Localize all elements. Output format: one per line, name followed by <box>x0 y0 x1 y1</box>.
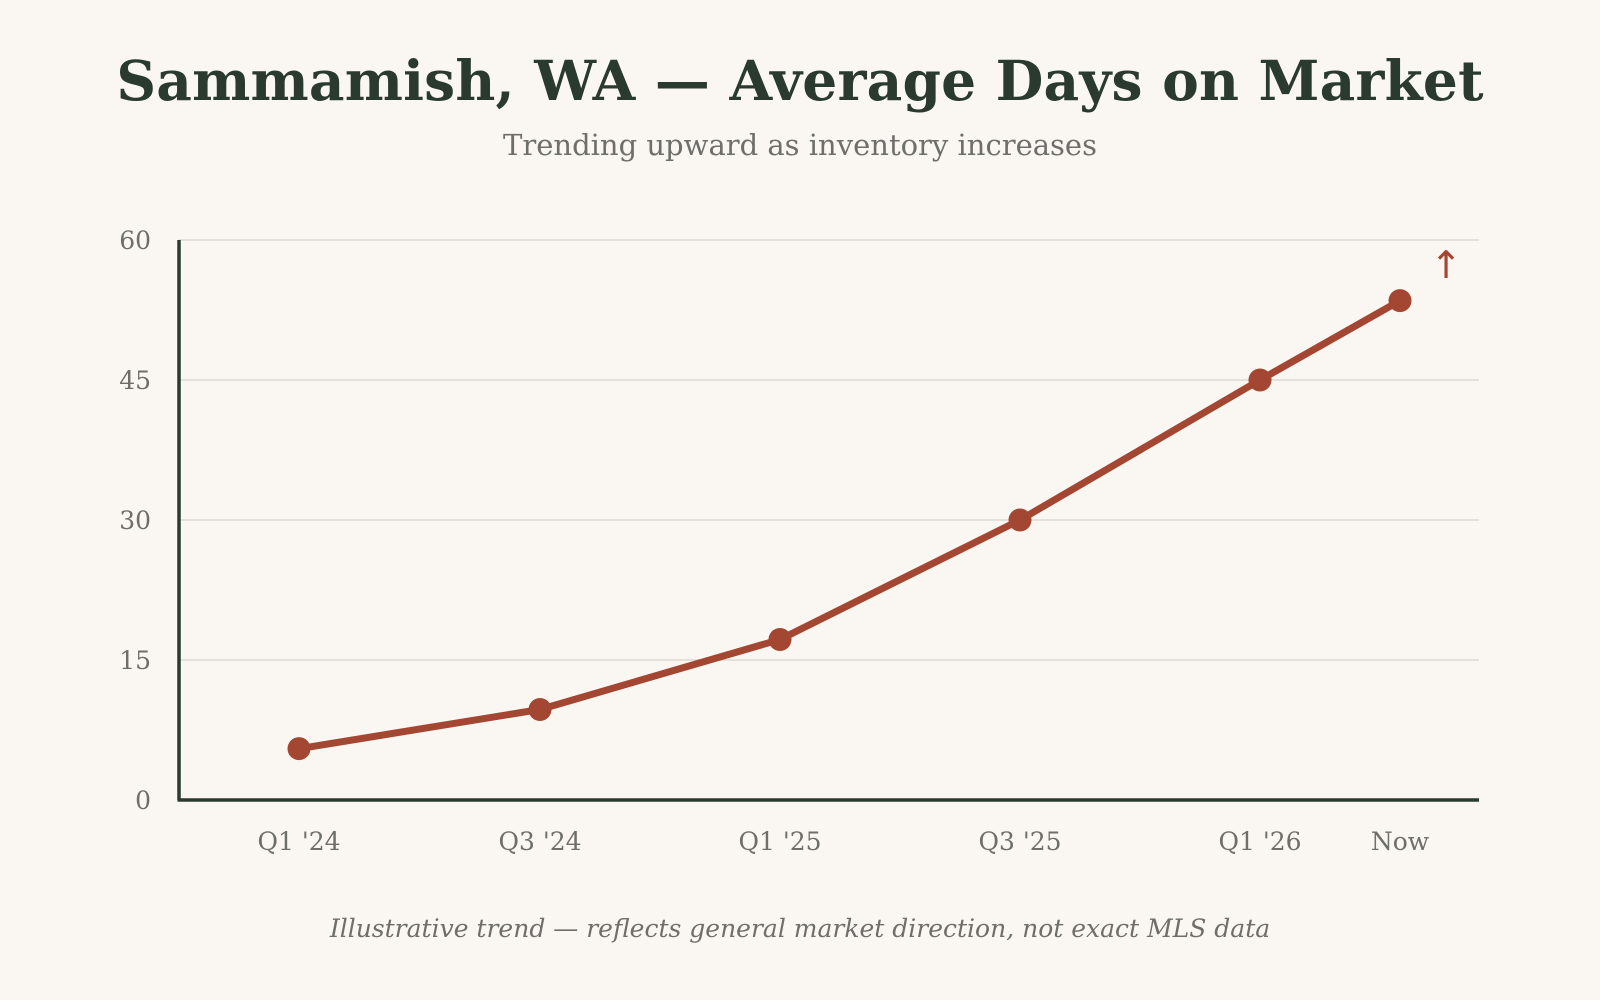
data-point <box>1388 289 1412 313</box>
gridlines <box>179 239 1479 661</box>
data-point <box>768 627 792 651</box>
data-point <box>528 697 552 721</box>
annotations: ↑ <box>1430 243 1462 287</box>
y-tick-label: 0 <box>135 786 151 815</box>
series <box>287 289 1412 761</box>
data-point <box>1008 508 1032 532</box>
x-tick-label: Q3 '25 <box>978 827 1061 856</box>
y-tick-label: 45 <box>119 366 151 395</box>
y-tick-label: 60 <box>119 226 151 255</box>
series-line <box>295 297 1404 753</box>
x-tick-label: Q1 '24 <box>257 827 340 856</box>
x-tick-labels: Q1 '24 Q3 '24 Q1 '25 Q3 '25 Q1 '26 Now <box>257 827 1429 856</box>
x-tick-label: Q1 '25 <box>738 827 821 856</box>
data-point <box>1248 368 1272 392</box>
axes <box>177 240 1479 802</box>
x-tick-label: Q1 '26 <box>1218 827 1301 856</box>
trend-up-arrow-icon: ↑ <box>1430 243 1462 287</box>
x-tick-label: Now <box>1371 827 1430 856</box>
chart-footnote: Illustrative trend — reflects general ma… <box>329 914 1271 943</box>
chart-title: Sammamish, WA — Average Days on Market <box>116 48 1484 113</box>
x-tick-label: Q3 '24 <box>498 827 581 856</box>
y-tick-labels: 0 15 30 45 60 <box>119 226 151 815</box>
chart-subtitle: Trending upward as inventory increases <box>503 128 1097 162</box>
data-point <box>287 737 311 761</box>
y-tick-label: 30 <box>119 506 151 535</box>
y-tick-label: 15 <box>119 646 151 675</box>
